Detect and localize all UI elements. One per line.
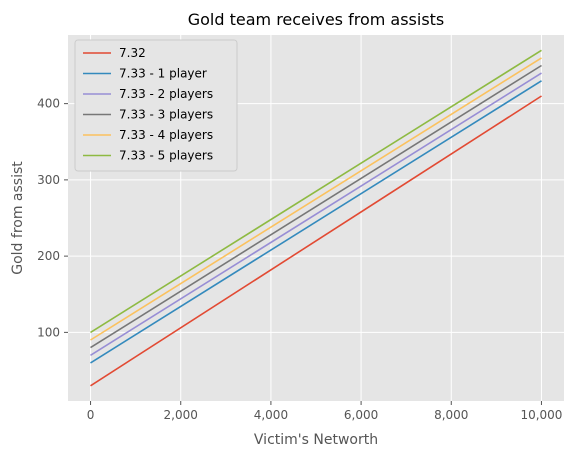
chart-title: Gold team receives from assists: [188, 10, 445, 29]
series-line-3: [90, 72, 542, 356]
x-tick-label: 2,000: [164, 408, 198, 422]
legend-label: 7.33 - 5 players: [119, 149, 213, 163]
series-line-4: [90, 64, 542, 349]
x-tick-label: 10,000: [520, 408, 562, 422]
legend-label: 7.33 - 2 players: [119, 87, 213, 101]
series-line-6: [90, 49, 542, 334]
y-tick-label: 300: [37, 173, 60, 187]
legend-box: [74, 39, 238, 172]
series-line-5: [90, 57, 542, 341]
x-tick-label: 6,000: [344, 408, 378, 422]
legend: 7.32 7.33 - 1 player 7.33 - 2 players 7.33 …: [74, 39, 238, 172]
legend-label: 7.33 - 3 players: [119, 108, 213, 122]
legend-label: 7.32: [119, 46, 146, 60]
y-tick-label: 100: [37, 325, 60, 339]
series-line-1: [90, 95, 542, 387]
y-axis-label: Gold from assist: [10, 161, 26, 275]
x-tick-label: 8,000: [434, 408, 468, 422]
legend-label: 7.33 - 1 player: [119, 67, 207, 81]
x-tick-label: 0: [87, 408, 95, 422]
y-tick-label: 400: [37, 97, 60, 111]
series-layer: [90, 49, 542, 387]
series-line-2: [90, 80, 542, 364]
x-axis-ticks: 0 2,000 4,000 6,000 8,000 10,000: [87, 401, 562, 422]
x-axis-label: Victim's Networth: [254, 432, 378, 448]
y-tick-label: 200: [37, 249, 60, 263]
x-tick-label: 4,000: [254, 408, 288, 422]
legend-label: 7.33 - 4 players: [119, 128, 213, 142]
y-axis-ticks: 100 200 300 400: [37, 97, 68, 339]
